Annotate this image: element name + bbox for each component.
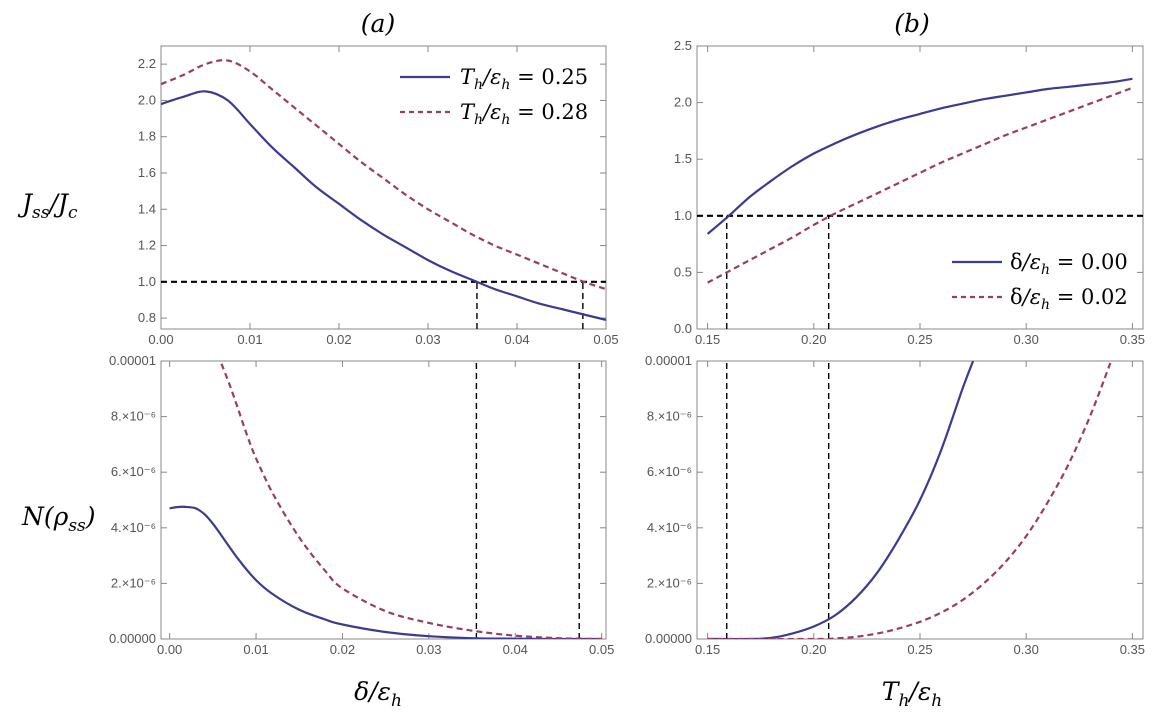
a-bottom-ytick-label: 8.×10⁻⁶ <box>111 409 156 424</box>
panel-label-b: (b) <box>894 9 930 38</box>
b-bottom-xtick-label: 0.30 <box>1014 642 1039 657</box>
a-top-xtick-label: 0.01 <box>237 332 262 347</box>
b-top-ytick-label: 2.0 <box>674 95 692 110</box>
b-top-ytick-label: 1.5 <box>674 151 692 166</box>
a-top-xtick-label: 0.04 <box>504 332 529 347</box>
b-top-xtick-label: 0.25 <box>907 332 932 347</box>
legend-a-solid-label: Th/εh = 0.25 <box>460 65 588 93</box>
b-bottom-xtick-label: 0.25 <box>907 642 932 657</box>
b-bottom-xtick-label: 0.20 <box>801 642 826 657</box>
b-top-xtick-label: 0.30 <box>1014 332 1039 347</box>
b-top-ytick-label: 1.0 <box>674 208 692 223</box>
panel-label-a: (a) <box>361 9 395 38</box>
a-bottom-frame <box>160 360 607 640</box>
a-top-ytick-label: 1.6 <box>138 165 156 180</box>
b-top-series-solid <box>706 77 1133 235</box>
row-label-bottom: N(ρss) <box>21 502 96 536</box>
x-label-left: δ/εh <box>354 677 402 711</box>
a-top-xtick-label: 0.03 <box>415 332 440 347</box>
a-bottom-ytick-label: 0.00000 <box>109 631 156 646</box>
a-top-ytick-label: 2.2 <box>138 56 156 71</box>
b-top-xtick-label: 0.35 <box>1120 332 1145 347</box>
a-bottom-xtick-label: 0.01 <box>243 642 268 657</box>
a-bottom-ytick-label: 2.×10⁻⁶ <box>111 575 156 590</box>
a-top-ytick-label: 1.2 <box>138 238 156 253</box>
b-bottom-ytick-label: 8.×10⁻⁶ <box>647 409 692 424</box>
b-top-xtick-label: 0.20 <box>801 332 826 347</box>
b-bottom-ytick-label: 2.×10⁻⁶ <box>647 575 692 590</box>
panel-b-bottom: 0.15 0.20 0.25 0.30 0.35 0.00000 2.×10⁻⁶ 4.×10⁻… <box>645 353 1145 657</box>
legend-b-solid-label: δ/εh = 0.00 <box>1010 250 1128 278</box>
a-top-ytick-label: 1.8 <box>138 129 156 144</box>
a-top-frame <box>160 45 607 330</box>
a-top-ytick-label: 1.0 <box>138 274 156 289</box>
a-top-series-dashed <box>161 59 606 291</box>
b-top-xtick-label: 0.15 <box>695 332 720 347</box>
b-bottom-xtick-label: 0.35 <box>1120 642 1145 657</box>
a-bottom-xtick-label: 0.00 <box>157 642 182 657</box>
a-top-series-solid <box>161 90 606 321</box>
legend-a-dashed-label: Th/εh = 0.28 <box>460 100 588 128</box>
a-top-xtick-label: 0.05 <box>593 332 618 347</box>
b-top-ytick-label: 2.5 <box>674 38 692 53</box>
panel-a-bottom: 0.00 0.01 0.02 0.03 0.04 0.05 0.00000 2.×10⁻⁶ 4.… <box>109 353 614 657</box>
a-bottom-ytick-label: 0.00001 <box>109 353 156 368</box>
panel-a-top: 0.00 0.01 0.02 0.03 0.04 0.05 0.8 1.0 1.2 1.4 1.6 1… <box>138 45 619 347</box>
a-bottom-series-dashed <box>220 363 602 639</box>
a-top-ytick-label: 1.4 <box>138 201 156 216</box>
a-bottom-xtick-label: 0.05 <box>589 642 614 657</box>
panel-b-top: 0.15 0.20 0.25 0.30 0.35 0.0 0.5 1.0 1.5 2.0 2.5 <box>674 38 1145 347</box>
b-bottom-series-dashed <box>707 361 1113 639</box>
b-bottom-ytick-label: 0.00000 <box>645 631 692 646</box>
b-bottom-ytick-label: 6.×10⁻⁶ <box>647 464 692 479</box>
a-bottom-xtick-label: 0.03 <box>416 642 441 657</box>
b-top-ytick-label: 0.5 <box>674 264 692 279</box>
a-bottom-series-solid <box>169 505 602 639</box>
a-bottom-xtick-label: 0.04 <box>503 642 528 657</box>
a-bottom-ytick-label: 4.×10⁻⁶ <box>111 520 156 535</box>
legend-b: δ/εh = 0.00 δ/εh = 0.02 <box>952 250 1128 313</box>
b-top-ytick-label: 0.0 <box>674 321 692 336</box>
a-top-xtick-label: 0.00 <box>148 332 173 347</box>
b-top-series-dashed <box>707 86 1133 284</box>
a-top-ytick-label: 0.8 <box>138 310 156 325</box>
b-bottom-xtick-label: 0.15 <box>695 642 720 657</box>
legend-b-dashed-label: δ/εh = 0.02 <box>1010 285 1128 313</box>
b-bottom-series-solid <box>707 361 975 639</box>
row-label-top: Jss/Jc <box>17 189 78 223</box>
legend-a: Th/εh = 0.25 Th/εh = 0.28 <box>400 65 588 128</box>
x-label-right: Th/εh <box>882 677 942 711</box>
b-bottom-ytick-label: 0.00001 <box>645 353 692 368</box>
a-top-xtick-label: 0.02 <box>326 332 351 347</box>
b-bottom-ytick-label: 4.×10⁻⁶ <box>647 520 692 535</box>
a-top-ytick-label: 2.0 <box>138 92 156 107</box>
a-bottom-xtick-label: 0.02 <box>330 642 355 657</box>
a-bottom-ytick-label: 6.×10⁻⁶ <box>111 464 156 479</box>
